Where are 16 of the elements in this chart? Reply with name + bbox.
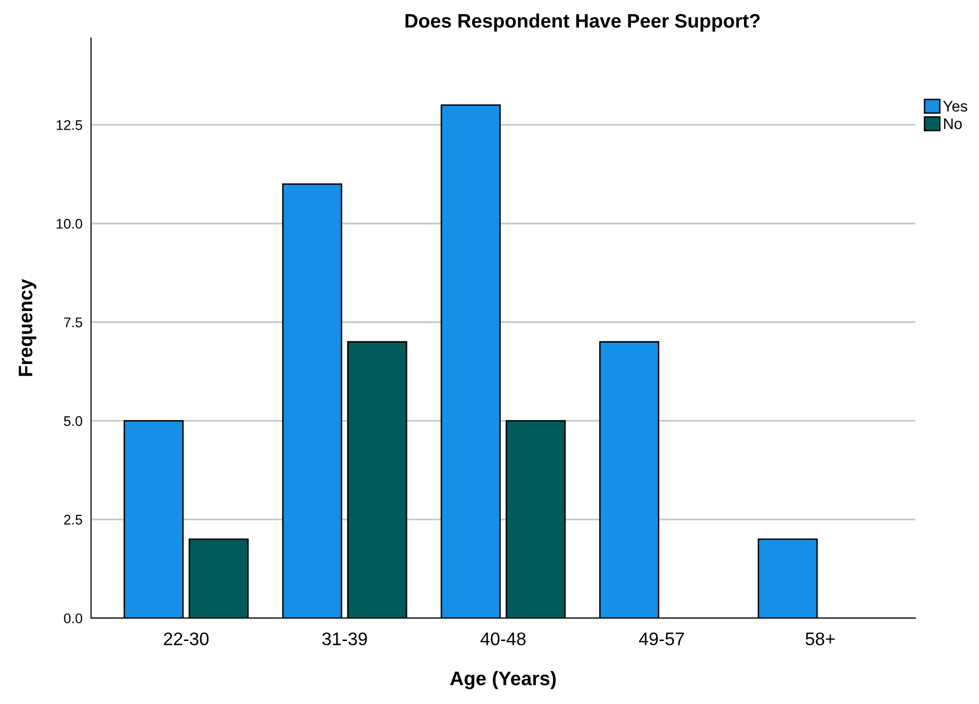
y-tick-label: 0.0 [64,613,82,624]
x-tick-label: 49-57 [639,632,684,646]
x-tick-label: 22-30 [164,632,209,646]
y-tick-label: 12.5 [56,120,82,130]
y-tick-label: 7.5 [64,318,82,328]
x-axis-title: Age (Years) [450,671,556,690]
legend-label: No [944,118,962,130]
y-tick-label: 5.0 [64,416,82,426]
y-axis-title: Frequency [18,279,36,376]
y-tick-label: 10.0 [56,218,82,229]
chart-title: Does Respondent Have Peer Support? [406,13,760,32]
legend-label: Yes [943,100,968,112]
x-tick-label: 58+ [806,632,835,646]
x-tick-label: 31-39 [322,632,367,646]
y-tick-label: 2.5 [64,514,82,525]
x-tick-label: 40-48 [480,632,526,646]
